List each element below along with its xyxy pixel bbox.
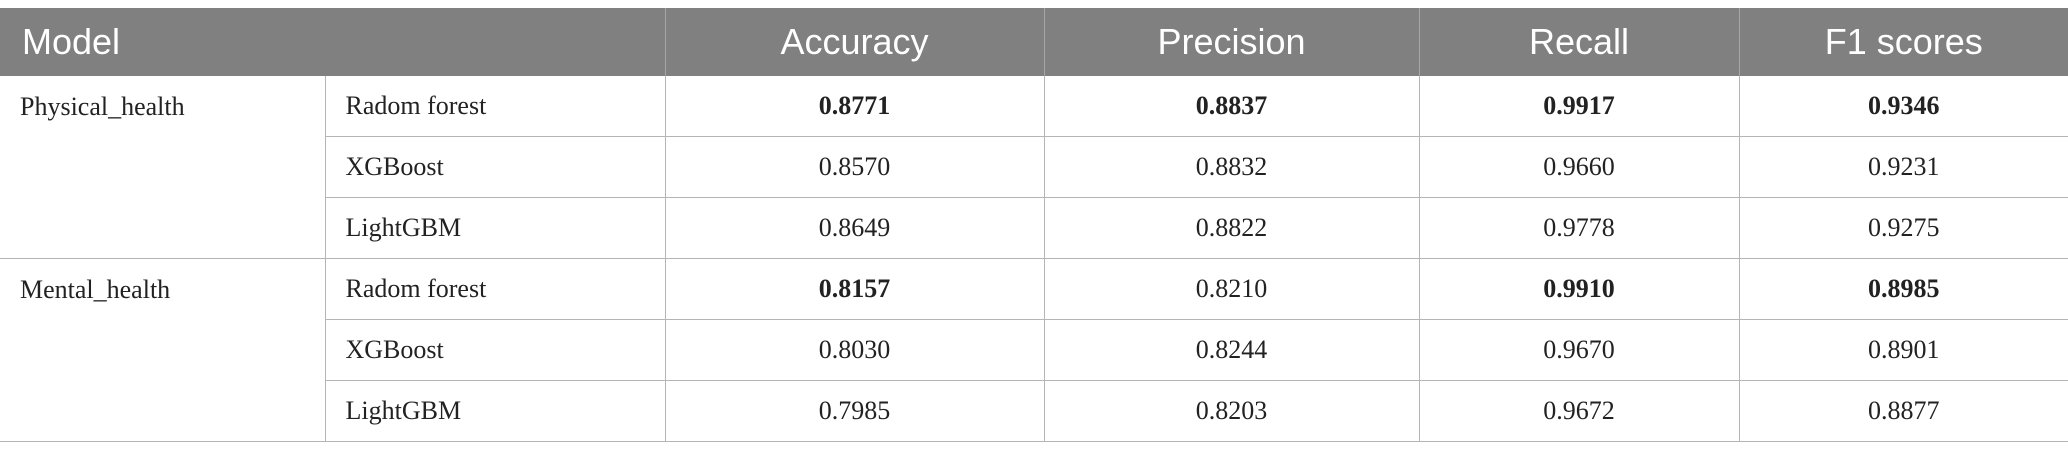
f1-cell: 0.9231 (1738, 136, 2068, 198)
precision-cell: 0.8822 (1043, 197, 1420, 259)
recall-cell: 0.9910 (1418, 258, 1740, 320)
results-table-container: Model Accuracy Precision Recall F1 score… (0, 8, 2068, 442)
precision-cell: 0.8244 (1043, 319, 1420, 381)
model-name-cell: XGBoost (324, 319, 666, 381)
table-row: Mental_health Radom forest 0.8157 0.8210… (0, 258, 2068, 442)
accuracy-cell: 0.8157 (664, 258, 1045, 320)
model-name-cell: Radom forest (324, 76, 666, 137)
recall-cell: 0.9660 (1418, 136, 1740, 198)
precision-cell: 0.8837 (1043, 76, 1420, 137)
recall-cell: 0.9917 (1418, 76, 1740, 137)
recall-cell: 0.9778 (1418, 197, 1740, 259)
header-precision: Precision (1043, 8, 1419, 76)
recall-cell: 0.9672 (1418, 380, 1740, 442)
accuracy-cell: 0.8030 (664, 319, 1045, 381)
precision-cell: 0.8203 (1043, 380, 1420, 442)
table-row: LightGBM 0.7985 0.8203 0.9672 0.8877 (0, 380, 2068, 442)
f1-cell: 0.8877 (1738, 380, 2068, 442)
header-model: Model (0, 8, 665, 76)
f1-cell: 0.9346 (1738, 76, 2068, 137)
recall-cell: 0.9670 (1418, 319, 1740, 381)
table-row: Physical_health Radom forest 0.8771 0.88… (0, 76, 2068, 259)
accuracy-cell: 0.8649 (664, 197, 1045, 259)
model-name-cell: LightGBM (324, 380, 666, 442)
model-name-cell: XGBoost (324, 136, 666, 198)
f1-cell: 0.9275 (1738, 197, 2068, 259)
group-label: Physical_health (0, 76, 326, 259)
model-name-cell: Radom forest (324, 258, 666, 320)
header-accuracy: Accuracy (664, 8, 1044, 76)
accuracy-cell: 0.8771 (664, 76, 1045, 137)
f1-cell: 0.8901 (1738, 319, 2068, 381)
header-recall: Recall (1418, 8, 1739, 76)
header-f1: F1 scores (1738, 8, 2068, 76)
table-header: Model Accuracy Precision Recall F1 score… (0, 8, 2068, 76)
f1-cell: 0.8985 (1738, 258, 2068, 320)
precision-cell: 0.8210 (1043, 258, 1420, 320)
group-label: Mental_health (0, 258, 326, 442)
table-row: XGBoost 0.8570 0.8832 0.9660 0.9231 (0, 136, 2068, 198)
results-table: Model Accuracy Precision Recall F1 score… (0, 8, 2068, 442)
table-body: Physical_health Radom forest 0.8771 0.88… (0, 76, 2068, 442)
table-row: LightGBM 0.8649 0.8822 0.9778 0.9275 (0, 197, 2068, 259)
accuracy-cell: 0.8570 (664, 136, 1045, 198)
accuracy-cell: 0.7985 (664, 380, 1045, 442)
model-name-cell: LightGBM (324, 197, 666, 259)
precision-cell: 0.8832 (1043, 136, 1420, 198)
table-row: XGBoost 0.8030 0.8244 0.9670 0.8901 (0, 319, 2068, 381)
header-row: Model Accuracy Precision Recall F1 score… (0, 8, 2068, 76)
